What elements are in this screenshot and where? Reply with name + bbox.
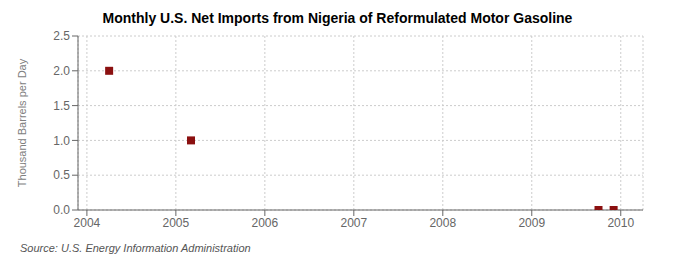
svg-text:1.0: 1.0	[53, 134, 70, 148]
svg-text:2010: 2010	[607, 216, 634, 230]
html-text:Source: U.S. Energy Informatio: Source: U.S. Energy Information Administ…	[20, 242, 251, 254]
svg-text:2006: 2006	[251, 216, 278, 230]
svg-text:2007: 2007	[340, 216, 367, 230]
svg-text:0.0: 0.0	[53, 203, 70, 217]
svg-text:Thousand Barrels per Day: Thousand Barrels per Day	[16, 58, 28, 187]
svg-text:1.5: 1.5	[53, 99, 70, 113]
svg-text:2.0: 2.0	[53, 64, 70, 78]
svg-text:0.5: 0.5	[53, 168, 70, 182]
svg-text:2.5: 2.5	[53, 29, 70, 43]
svg-text:2008: 2008	[429, 216, 456, 230]
svg-text:2004: 2004	[74, 216, 101, 230]
svg-text:2009: 2009	[518, 216, 545, 230]
svg-text:2005: 2005	[163, 216, 190, 230]
html-text:Monthly U.S. Net Imports from: Monthly U.S. Net Imports from Nigeria of…	[102, 10, 573, 26]
